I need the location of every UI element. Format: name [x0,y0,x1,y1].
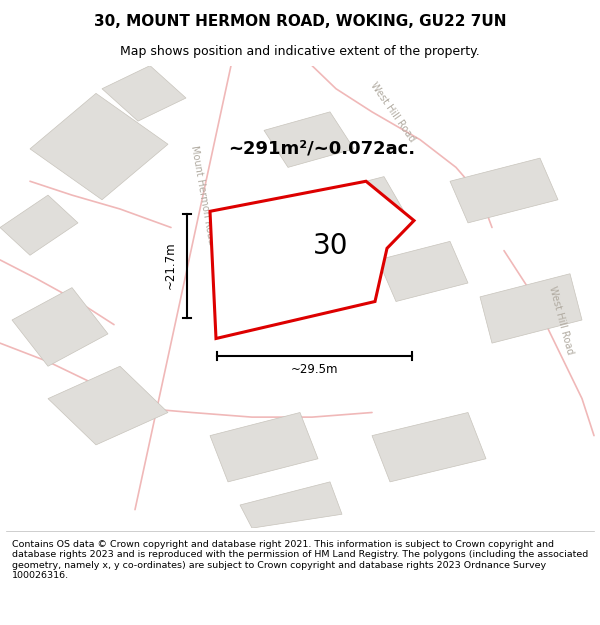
Polygon shape [264,112,354,168]
Text: West Hill Road: West Hill Road [369,80,417,144]
Text: Map shows position and indicative extent of the property.: Map shows position and indicative extent… [120,45,480,58]
Polygon shape [480,274,582,343]
Polygon shape [312,177,408,237]
Polygon shape [210,412,318,482]
Polygon shape [210,181,414,339]
Polygon shape [30,93,168,200]
Polygon shape [0,195,78,255]
Polygon shape [450,158,558,223]
Polygon shape [102,66,186,121]
Text: ~291m²/~0.072ac.: ~291m²/~0.072ac. [228,140,415,158]
Text: ~29.5m: ~29.5m [291,362,338,376]
Polygon shape [378,241,468,301]
Text: Contains OS data © Crown copyright and database right 2021. This information is : Contains OS data © Crown copyright and d… [12,540,588,580]
Polygon shape [12,288,108,366]
Text: ~21.7m: ~21.7m [164,242,177,289]
Text: 30, MOUNT HERMON ROAD, WOKING, GU22 7UN: 30, MOUNT HERMON ROAD, WOKING, GU22 7UN [94,14,506,29]
Text: 30: 30 [313,232,349,259]
Text: Mount Hermon Road: Mount Hermon Road [189,145,217,246]
Polygon shape [240,482,342,528]
Text: West Hill Road: West Hill Road [547,285,575,355]
Polygon shape [48,366,168,445]
Polygon shape [372,412,486,482]
